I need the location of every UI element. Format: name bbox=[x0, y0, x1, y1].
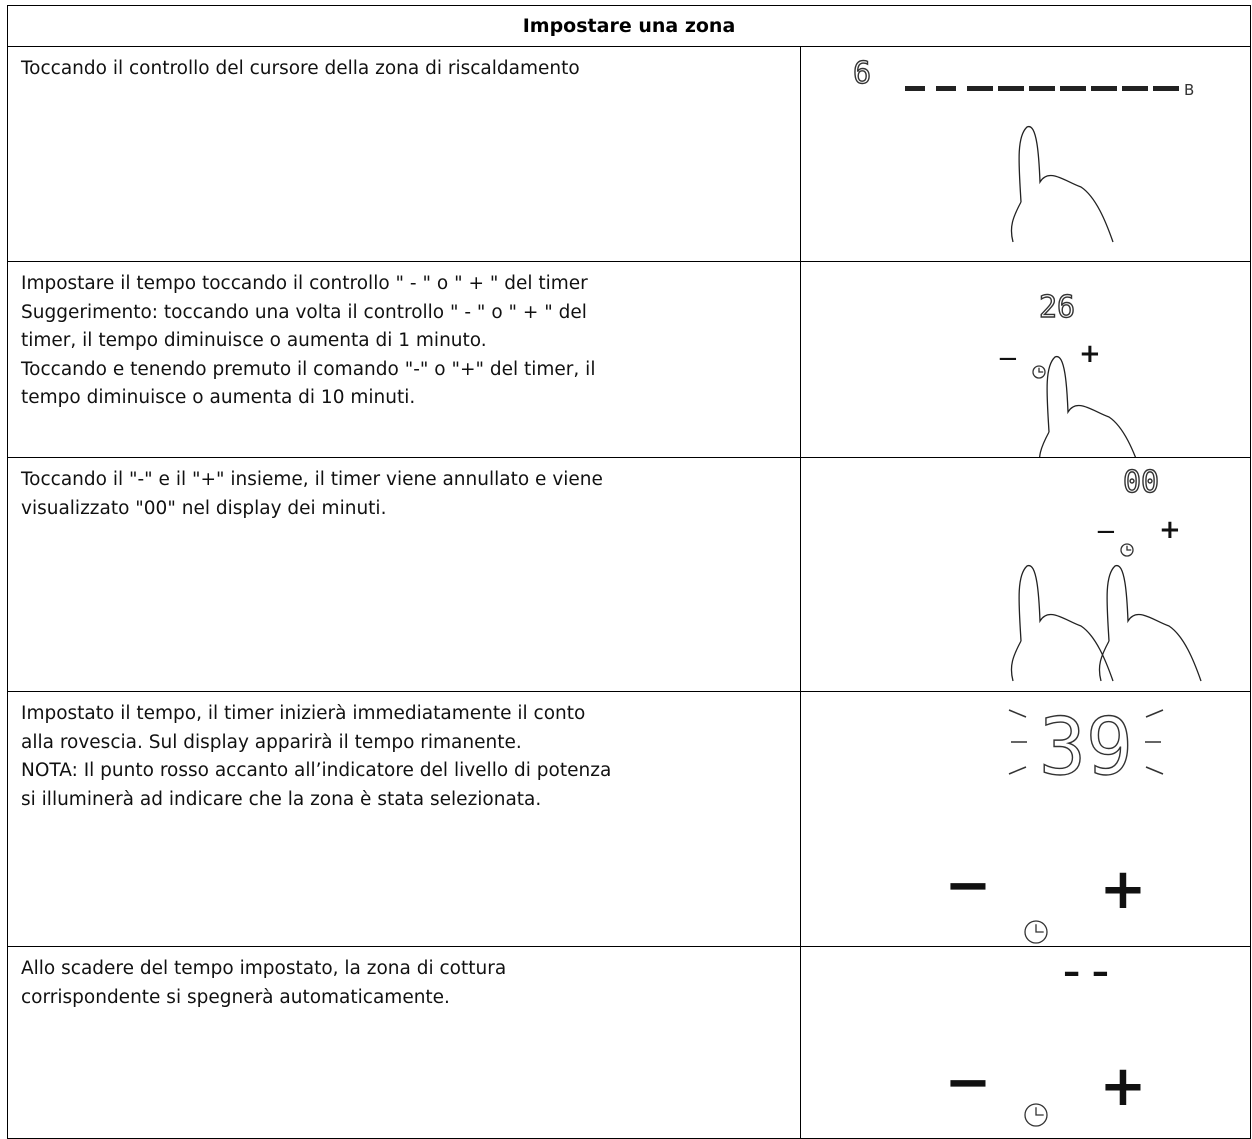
display-digits: – – bbox=[1063, 952, 1109, 992]
slider-end: B bbox=[1184, 81, 1194, 99]
row-illustration: 26− + bbox=[800, 261, 1251, 458]
slider-segment bbox=[967, 86, 993, 91]
blink-ray bbox=[1008, 766, 1027, 775]
plus-label: + bbox=[1100, 857, 1147, 922]
text-line: Allo scadere del tempo impostato, la zon… bbox=[21, 958, 507, 979]
illustration: 39− + bbox=[945, 702, 1164, 944]
clock-hands bbox=[1126, 545, 1132, 551]
row-text: Impostare il tempo toccando il controllo… bbox=[7, 261, 801, 458]
hand bbox=[1038, 356, 1137, 457]
text-line: si illuminerà ad indicare che la zona è … bbox=[21, 788, 542, 810]
hand bbox=[1010, 565, 1114, 682]
slider-segment bbox=[998, 86, 1024, 91]
text-line: Toccando e tenendo premuto il comando "-… bbox=[21, 358, 596, 380]
text-line: visualizzato "00" nel display dei minuti… bbox=[21, 497, 387, 519]
text-line: Impostato il tempo, il timer inizierà im… bbox=[21, 703, 586, 724]
minus-label: − bbox=[1095, 517, 1117, 547]
text-line: Suggerimento: toccando una volta il cont… bbox=[21, 301, 587, 323]
slider-segment bbox=[936, 86, 956, 91]
plus-label: + bbox=[1159, 515, 1181, 545]
plus-label: + bbox=[1100, 1054, 1147, 1119]
slider-segment bbox=[905, 86, 925, 91]
clock-hands bbox=[1038, 367, 1044, 373]
blink-ray bbox=[1145, 766, 1164, 775]
row-illustration: 39− + bbox=[800, 691, 1251, 947]
display-digits: 26 bbox=[1039, 290, 1075, 325]
table-title: Impostare una zona bbox=[7, 5, 1251, 47]
text-line: Toccando il controllo del cursore della … bbox=[21, 58, 580, 79]
clock-icon bbox=[1120, 543, 1134, 557]
blink-ray bbox=[1008, 709, 1027, 718]
row-text: Allo scadere del tempo impostato, la zon… bbox=[7, 946, 801, 1139]
illustration: 26− + bbox=[997, 289, 1137, 457]
hand bbox=[1010, 126, 1114, 243]
row-illustration: 00− + bbox=[800, 457, 1251, 692]
blink-ray bbox=[1145, 709, 1164, 718]
slider-segment bbox=[1153, 86, 1179, 91]
display-digit: 6 bbox=[853, 56, 871, 91]
slider-segment bbox=[1029, 86, 1055, 91]
row-text: Toccando il controllo del cursore della … bbox=[7, 46, 801, 262]
text-line: alla rovescia. Sul display apparirà il t… bbox=[21, 731, 522, 753]
display-digits: 00 bbox=[1123, 465, 1159, 500]
row-text: Impostato il tempo, il timer inizierà im… bbox=[7, 691, 801, 947]
slider-segment bbox=[1091, 86, 1117, 91]
clock-icon bbox=[1032, 365, 1046, 379]
clock-hands bbox=[1035, 1107, 1044, 1116]
minus-label: − bbox=[945, 1050, 992, 1115]
text-line: tempo diminuisce o aumenta di 10 minuti. bbox=[21, 387, 416, 408]
display-digits: 39 bbox=[1039, 703, 1133, 793]
hand bbox=[1098, 565, 1202, 682]
clock-hands bbox=[1035, 924, 1044, 933]
text-line: Impostare il tempo toccando il controllo… bbox=[21, 273, 588, 294]
illustration: 00− + bbox=[1010, 464, 1202, 682]
slider-segment bbox=[1122, 86, 1148, 91]
text-line: NOTA: Il punto rosso accanto all’indicat… bbox=[21, 760, 612, 781]
minus-label: − bbox=[997, 344, 1019, 374]
text-line: Toccando il "-" e il "+" insieme, il tim… bbox=[21, 469, 603, 490]
slider-segment bbox=[1060, 86, 1086, 91]
clock-icon bbox=[1024, 1103, 1048, 1127]
row-text: Toccando il "-" e il "+" insieme, il tim… bbox=[7, 457, 801, 692]
plus-label: + bbox=[1079, 339, 1101, 369]
text-line: corrispondente si spegnerà automaticamen… bbox=[21, 986, 450, 1008]
minus-label: − bbox=[945, 853, 992, 918]
text-line: timer, il tempo diminuisce o aumenta di … bbox=[21, 330, 487, 351]
illustration: – – − + bbox=[945, 952, 1147, 1127]
row-illustration: – – − + bbox=[800, 946, 1251, 1139]
clock-icon bbox=[1024, 920, 1048, 944]
